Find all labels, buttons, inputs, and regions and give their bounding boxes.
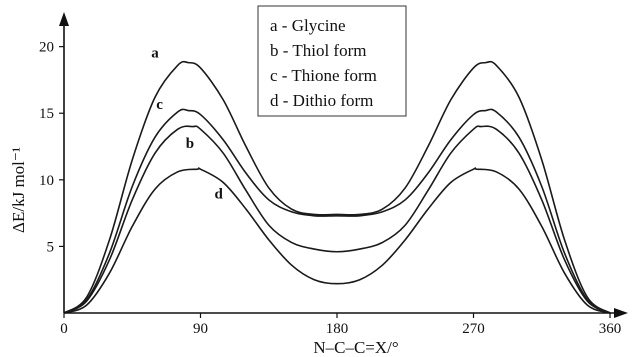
legend: a - Glycine b - Thiol form c - Thione fo… [258, 6, 406, 116]
legend-entry-d: d - Dithio form [270, 91, 373, 110]
curve-labels-layer: a b c d [151, 45, 223, 202]
x-tick-label-90: 90 [193, 321, 208, 337]
x-tick-label-180: 180 [326, 321, 349, 337]
curve-label-b: b [186, 136, 194, 152]
y-axis-arrow [59, 12, 69, 26]
x-axis-label: N–C–C=X/° [313, 338, 398, 357]
y-axis-label: ΔE/kJ mol⁻¹ [9, 147, 28, 233]
x-tick-label-0: 0 [60, 321, 68, 337]
y-tick-label-15: 15 [39, 106, 54, 122]
series-line-c [64, 109, 610, 313]
x-axis-arrow [614, 308, 628, 318]
x-tick-label-360: 360 [599, 321, 622, 337]
y-tick-label-10: 10 [39, 173, 54, 189]
curve-label-c: c [156, 97, 163, 113]
y-tick-label-20: 20 [39, 40, 54, 56]
curve-label-d: d [215, 186, 224, 202]
x-tick-label-270: 270 [462, 321, 485, 337]
legend-entry-b: b - Thiol form [270, 41, 366, 60]
curve-label-a: a [151, 45, 159, 61]
y-tick-label-5: 5 [47, 239, 55, 255]
series-line-d [64, 168, 610, 313]
legend-entry-c: c - Thione form [270, 66, 377, 85]
legend-entry-a: a - Glycine [270, 16, 346, 35]
